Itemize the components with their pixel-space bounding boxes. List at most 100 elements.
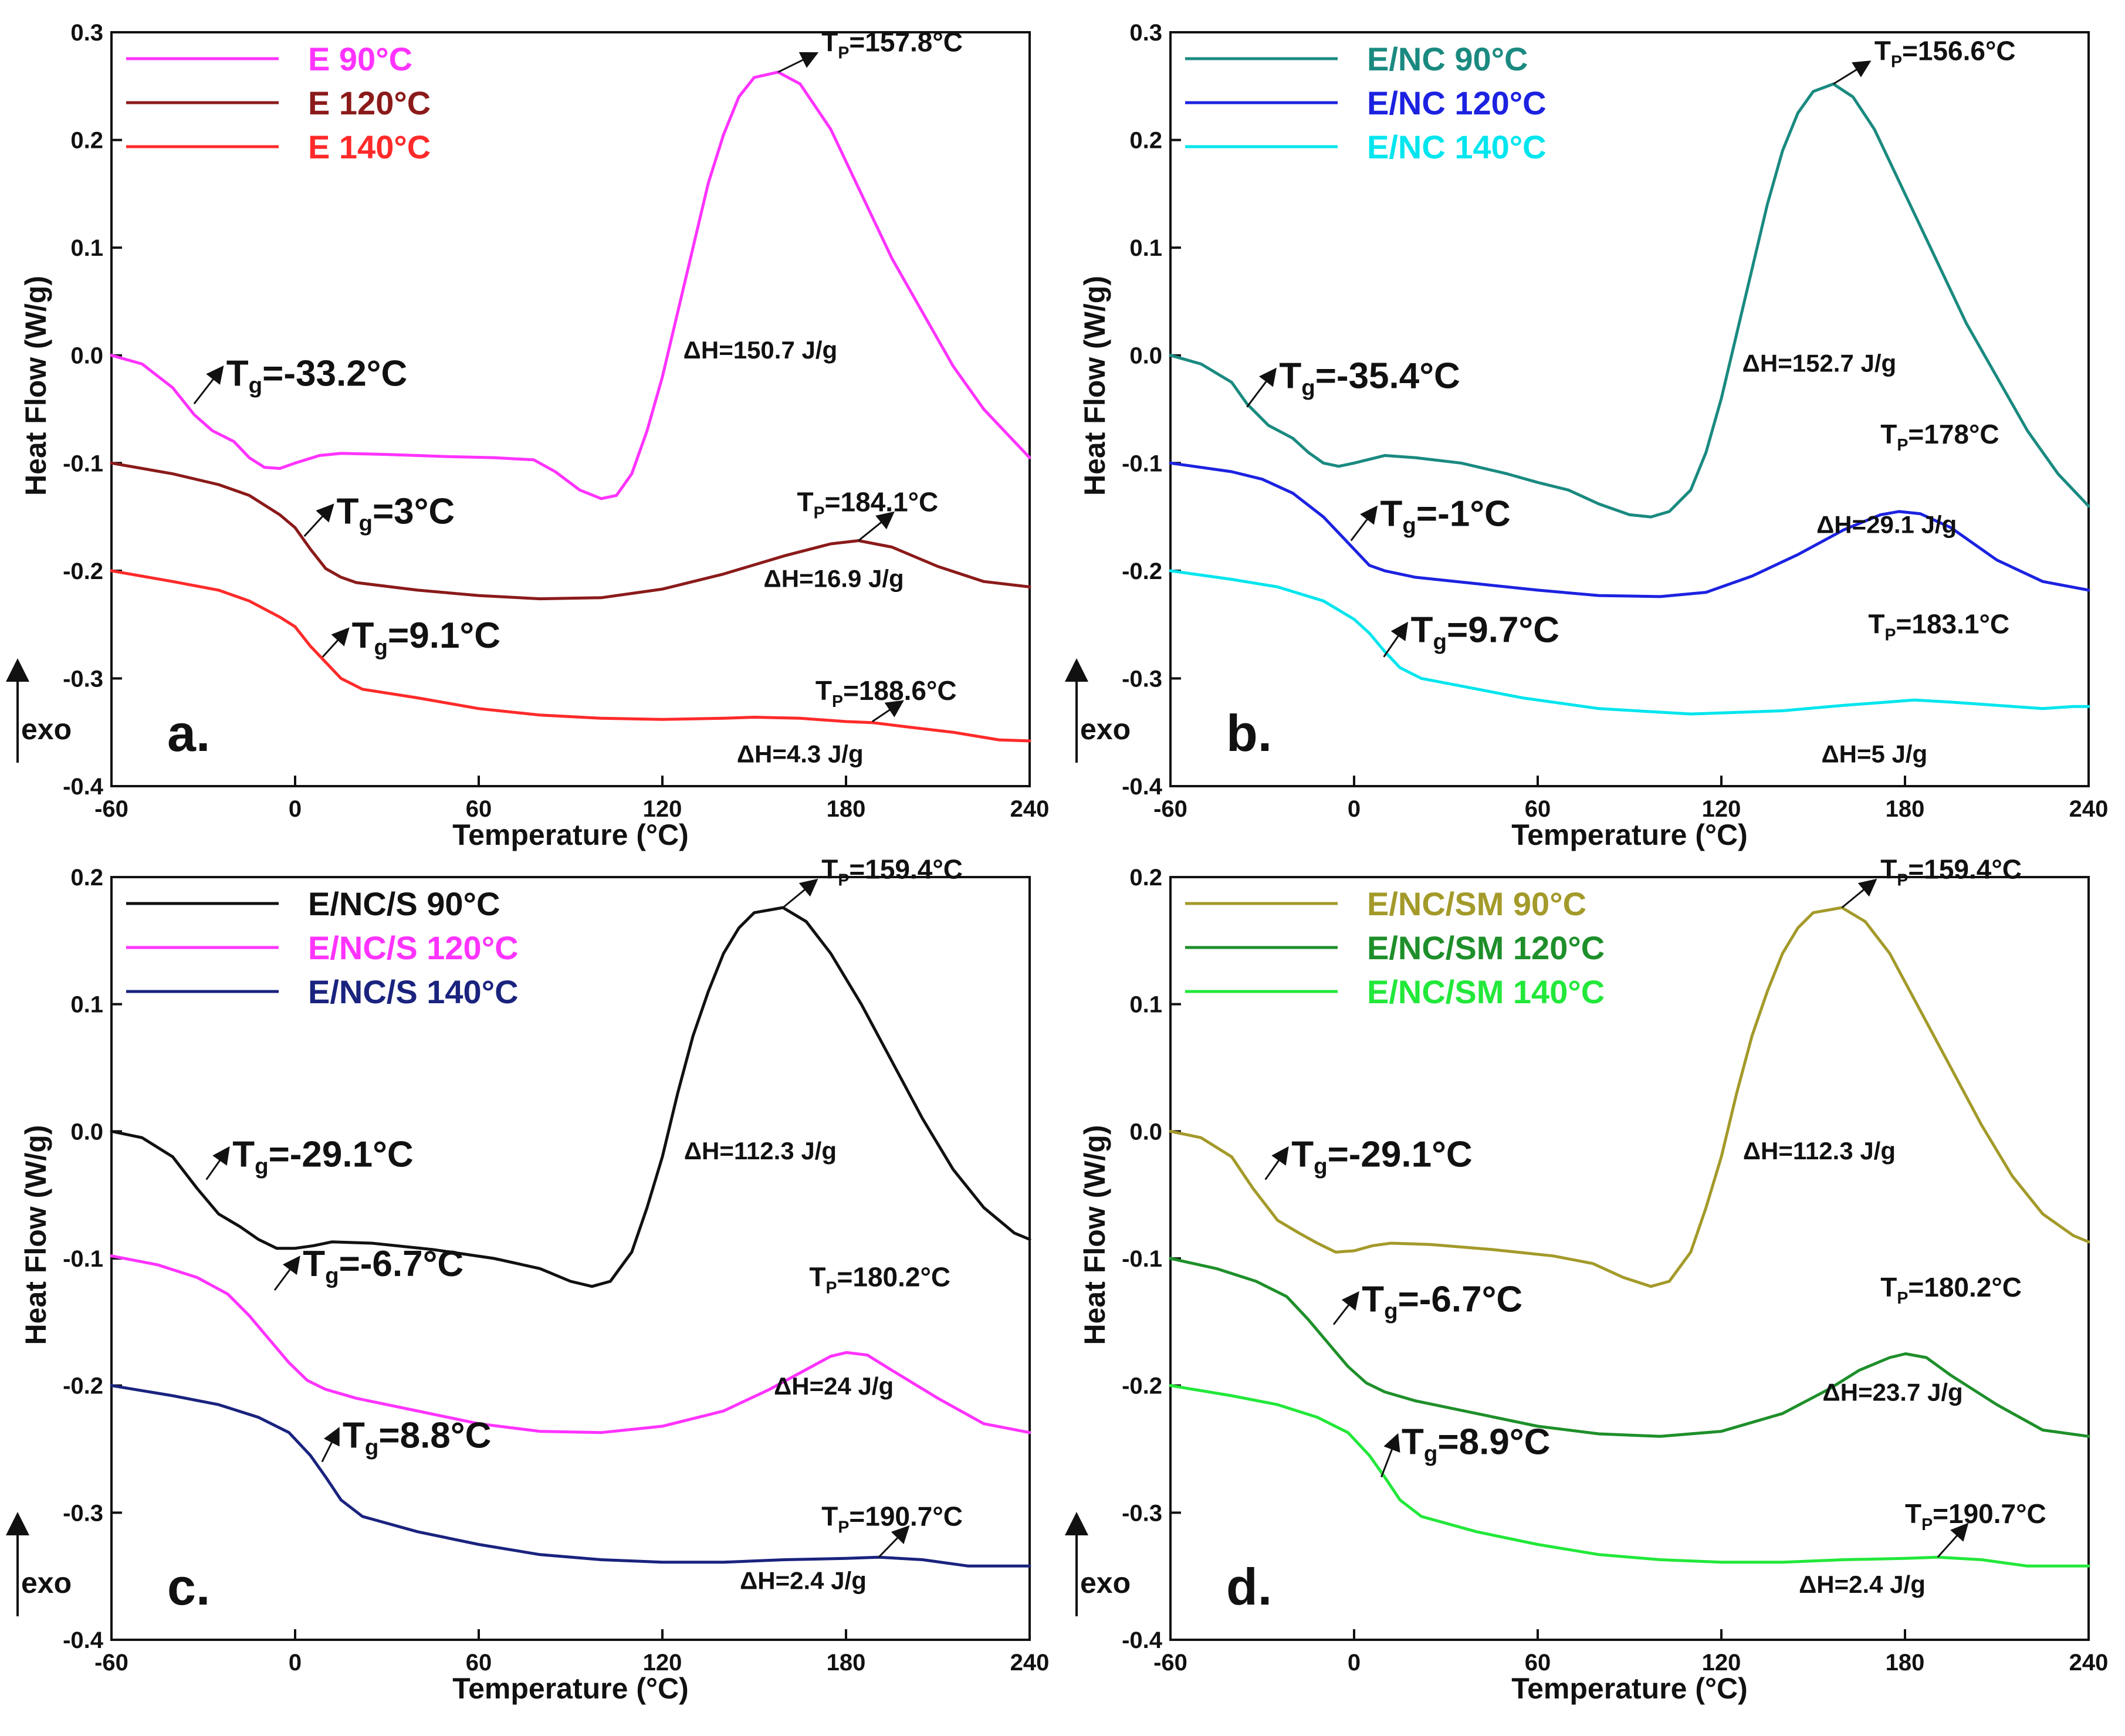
legend-entry-120: E/NC/S 120°C <box>308 929 519 966</box>
x-tick-label: 240 <box>1010 796 1050 822</box>
y-tick-label: -0.2 <box>63 1373 103 1399</box>
y-tick-label: 0.1 <box>70 992 103 1018</box>
tg-arrow-90 <box>1264 1146 1289 1180</box>
series-line-90 <box>110 70 1031 500</box>
y-tick-label: -0.2 <box>1122 559 1162 584</box>
y-tick-label: -0.4 <box>1122 1627 1163 1653</box>
dsc-panel-d: -60 0 60 120 180 240 -0.4 -0.3 -0.2 -0.1 0.0 0.1 0.2… <box>1065 854 2109 1705</box>
exo-label: exo <box>21 1566 72 1599</box>
y-tick-label: -0.4 <box>1122 774 1163 800</box>
x-tick-label: 0 <box>289 796 302 822</box>
legend-entry-90: E 90°C <box>308 40 412 77</box>
x-tick-label: 120 <box>643 796 682 822</box>
y-tick-label: 0.0 <box>1129 1119 1162 1145</box>
tg-arrow-90 <box>1246 367 1277 408</box>
tg-arrow-90 <box>193 366 224 405</box>
legend-entry-90: E/NC/S 90°C <box>308 885 500 922</box>
y-tick-label: 0.1 <box>1129 992 1162 1018</box>
x-tick-label: 60 <box>1525 1650 1551 1676</box>
plot-frame <box>1169 31 2090 787</box>
x-tick-label: 240 <box>2069 1650 2109 1676</box>
x-tick-label: 120 <box>1702 796 1741 822</box>
dh-label-90: ΔH=112.3 J/g <box>684 1137 837 1165</box>
x-tick-label: -60 <box>94 1650 128 1676</box>
tp-label-120: TP=184.1°C <box>797 487 939 523</box>
tg-arrow-120 <box>1350 505 1378 542</box>
exo-label: exo <box>1080 713 1131 746</box>
tg-arrow-120 <box>303 503 334 537</box>
x-tick-label: 60 <box>466 1650 492 1676</box>
tp-label-120: TP=180.2°C <box>809 1262 950 1298</box>
tp-arrow-120 <box>858 511 895 542</box>
tg-label-90: Tg=-35.4°C <box>1279 356 1460 400</box>
y-tick-label: 0.2 <box>70 128 103 154</box>
y-tick-label: 0.0 <box>70 343 103 369</box>
tp-arrow-140 <box>878 1525 910 1558</box>
x-tick-label: 180 <box>1886 796 1925 822</box>
x-tick-label: -60 <box>94 796 128 822</box>
y-tick-label: 0.2 <box>70 865 103 891</box>
x-tick-label: 120 <box>1702 1650 1741 1676</box>
x-tick-label: 240 <box>2069 796 2109 822</box>
tg-label-140: Tg=8.8°C <box>343 1416 491 1460</box>
tg-label-120: Tg=-6.7°C <box>1362 1280 1522 1324</box>
tp-arrow-90 <box>777 52 819 73</box>
panel-letter: c. <box>167 1558 210 1616</box>
y-tick-label: 0.2 <box>1129 128 1162 154</box>
series-line-140 <box>110 569 1031 743</box>
tp-label-90: TP=156.6°C <box>1874 35 2016 71</box>
y-tick-label: -0.4 <box>63 1627 104 1653</box>
y-axis-title: Heat Flow (W/g) <box>19 1125 52 1345</box>
dh-label-140: ΔH=2.4 J/g <box>740 1566 867 1594</box>
x-tick-label: 180 <box>827 796 866 822</box>
x-tick-label: 0 <box>1348 1650 1361 1676</box>
x-tick-label: 60 <box>1525 796 1551 822</box>
legend-entry-90: E/NC 90°C <box>1367 40 1528 77</box>
y-axis-title: Heat Flow (W/g) <box>19 276 52 496</box>
y-tick-label: 0.3 <box>70 20 103 46</box>
y-tick-label: 0.0 <box>1129 343 1162 369</box>
tg-arrow-140 <box>1380 1433 1400 1478</box>
tg-label-140: Tg=8.9°C <box>1402 1422 1550 1466</box>
legend-entry-120: E/NC/SM 120°C <box>1367 929 1605 966</box>
tg-arrow-120 <box>273 1256 300 1291</box>
y-tick-label: -0.1 <box>1122 451 1162 476</box>
y-tick-label: -0.3 <box>63 1500 103 1526</box>
tg-label-90: Tg=-33.2°C <box>226 354 407 398</box>
x-tick-label: 180 <box>1886 1650 1925 1676</box>
y-axis-title: Heat Flow (W/g) <box>1078 1125 1111 1345</box>
y-tick-label: 0.2 <box>1129 865 1162 891</box>
series-line-120 <box>1169 461 2090 598</box>
y-tick-label: -0.1 <box>63 451 103 476</box>
dsc-panel-c: -60 0 60 120 180 240 -0.4 -0.3 -0.2 -0.1 0.0 0.1 0.2… <box>5 854 1050 1705</box>
x-tick-label: 240 <box>1010 1650 1050 1676</box>
x-tick-label: 0 <box>289 1650 302 1676</box>
tp-label-120: TP=180.2°C <box>1880 1272 2022 1308</box>
y-tick-label: -0.3 <box>63 666 103 692</box>
exo-label: exo <box>21 713 72 746</box>
x-tick-label: 120 <box>643 1650 682 1676</box>
dh-label-90: ΔH=112.3 J/g <box>1743 1137 1896 1165</box>
tp-label-140: TP=190.7°C <box>821 1501 963 1537</box>
legend-entry-140: E/NC/SM 140°C <box>1367 973 1605 1010</box>
tg-arrow-140 <box>1383 621 1409 658</box>
series-line-120 <box>110 461 1031 601</box>
y-tick-label: -0.1 <box>63 1246 103 1272</box>
legend-entry-140: E 140°C <box>308 128 431 165</box>
x-axis-title: Temperature (°C) <box>1511 1672 1747 1705</box>
tg-label-90: Tg=-29.1°C <box>1291 1135 1472 1179</box>
tp-arrow-90 <box>782 878 818 909</box>
x-axis-title: Temperature (°C) <box>452 818 688 851</box>
x-axis-title: Temperature (°C) <box>1511 818 1747 851</box>
series-line-90 <box>110 906 1031 1288</box>
tp-label-140: TP=183.1°C <box>1868 608 2009 644</box>
tg-label-90: Tg=-29.1°C <box>232 1135 413 1179</box>
tp-label-90: TP=157.8°C <box>821 27 963 63</box>
tg-label-140: Tg=9.7°C <box>1411 610 1559 655</box>
exo-label: exo <box>1080 1566 1131 1599</box>
y-tick-label: -0.3 <box>1122 1500 1162 1526</box>
legend-entry-120: E 120°C <box>308 84 431 121</box>
y-tick-label: -0.2 <box>63 559 103 584</box>
legend-entry-140: E/NC/S 140°C <box>308 973 519 1010</box>
